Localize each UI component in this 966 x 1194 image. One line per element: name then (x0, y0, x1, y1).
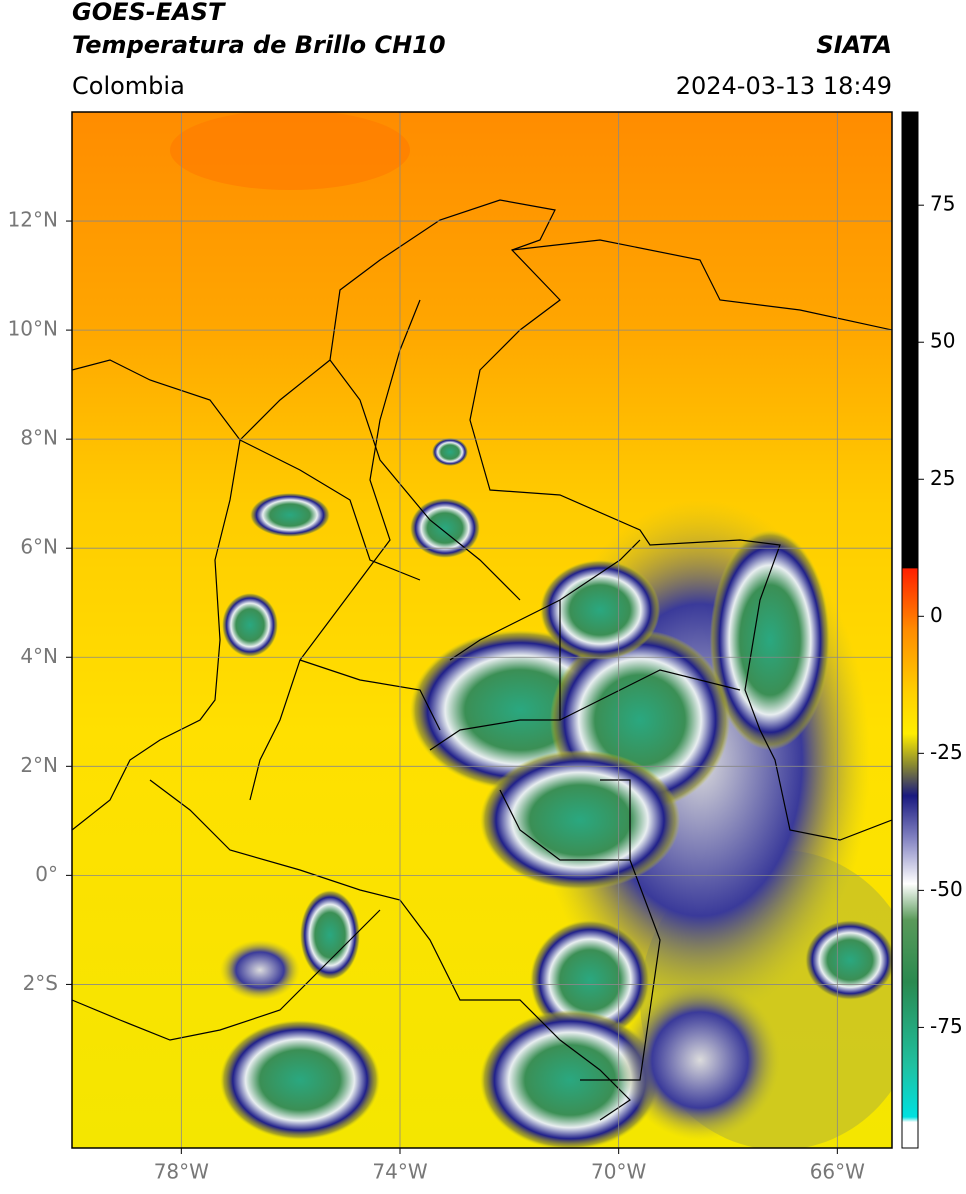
colorbar-tick-label: 0 (930, 603, 943, 627)
cloud (480, 750, 680, 890)
x-tick-label: 78°W (154, 1160, 209, 1184)
y-tick-label: 2°N (20, 753, 58, 777)
colorbar-tick-label: -50 (930, 877, 963, 901)
datetime: 2024-03-13 18:49 (676, 72, 892, 100)
region: Colombia (72, 72, 185, 100)
map-frame (71, 111, 893, 1149)
y-tick-label: 4°N (20, 644, 58, 668)
colorbar-tick-label: 25 (930, 466, 955, 490)
cloud (410, 498, 480, 558)
cloud (480, 1010, 660, 1148)
y-tick-label: 12°N (8, 208, 58, 232)
colorbar-tick-label: 50 (930, 329, 955, 353)
source: SIATA (816, 31, 892, 59)
borders (72, 199, 892, 1121)
cloud (805, 920, 892, 1000)
cloud (300, 890, 360, 980)
colorbar-tick-label: -75 (930, 1014, 963, 1038)
y-tick-label: 6°N (20, 535, 58, 559)
colorbar-tick-label: -25 (930, 740, 963, 764)
satellite: GOES-EAST (72, 0, 226, 26)
y-tick-label: 2°S (23, 971, 58, 995)
cloud (530, 920, 650, 1040)
x-tick-label: 66°W (810, 1160, 865, 1184)
graticule (72, 112, 892, 1148)
y-tick-label: 0° (35, 862, 58, 886)
x-tick-label: 70°W (591, 1160, 646, 1184)
x-tick-label: 74°W (372, 1160, 427, 1184)
colorbar-tick-label: 75 (930, 192, 955, 216)
cloud (250, 493, 330, 537)
y-tick-label: 10°N (8, 317, 58, 341)
y-tick-label: 8°N (20, 426, 58, 450)
cloud (220, 1020, 380, 1140)
warm-area (170, 112, 410, 190)
map-image (72, 112, 892, 1148)
cloud (220, 940, 300, 1000)
cloud (710, 530, 830, 750)
cloud (222, 593, 278, 657)
cloud (620, 980, 780, 1140)
cloud (432, 438, 468, 466)
product: Temperatura de Brillo CH10 (72, 31, 446, 59)
cloud (540, 560, 660, 660)
colorbar (901, 111, 919, 1149)
